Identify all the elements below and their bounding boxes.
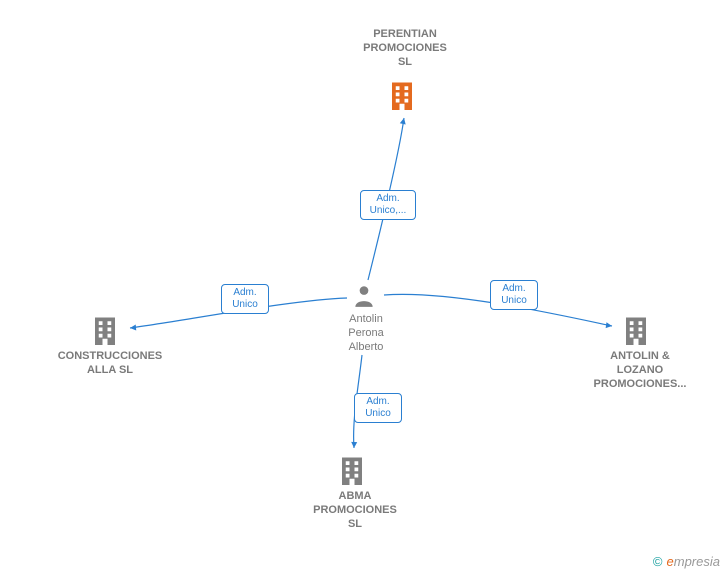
edge-label-bottom: Adm. Unico xyxy=(354,393,402,423)
node-icons xyxy=(95,83,646,486)
company-label-bottom: ABMA PROMOCIONES SL xyxy=(310,490,400,531)
copyright-symbol: © xyxy=(653,554,663,569)
svg-layer xyxy=(0,0,728,575)
arrowhead-top xyxy=(400,118,406,124)
edge-label-top: Adm. Unico,... xyxy=(360,190,416,220)
arrowhead-bottom xyxy=(351,442,357,448)
watermark: © empresia xyxy=(653,554,720,569)
building-icon-top xyxy=(392,83,412,111)
company-label-left: CONSTRUCCIONES ALLA SL xyxy=(50,350,170,378)
center-person-label: Antolin Perona Alberto xyxy=(344,313,388,354)
diagram-canvas: Antolin Perona Alberto PERENTIAN PROMOCI… xyxy=(0,0,728,575)
building-icon-right xyxy=(626,318,646,346)
brand-initial: e xyxy=(667,554,674,569)
edge-label-left: Adm. Unico xyxy=(221,284,269,314)
arrowhead-left xyxy=(130,324,136,330)
person-icon xyxy=(355,286,372,307)
company-label-right: ANTOLIN & LOZANO PROMOCIONES... xyxy=(590,350,690,391)
arrowhead-right xyxy=(606,322,612,328)
building-icon-bottom xyxy=(342,458,362,486)
building-icon-left xyxy=(95,318,115,346)
brand-rest: mpresia xyxy=(674,554,720,569)
company-label-top: PERENTIAN PROMOCIONES SL xyxy=(360,28,450,69)
edge-label-right: Adm. Unico xyxy=(490,280,538,310)
